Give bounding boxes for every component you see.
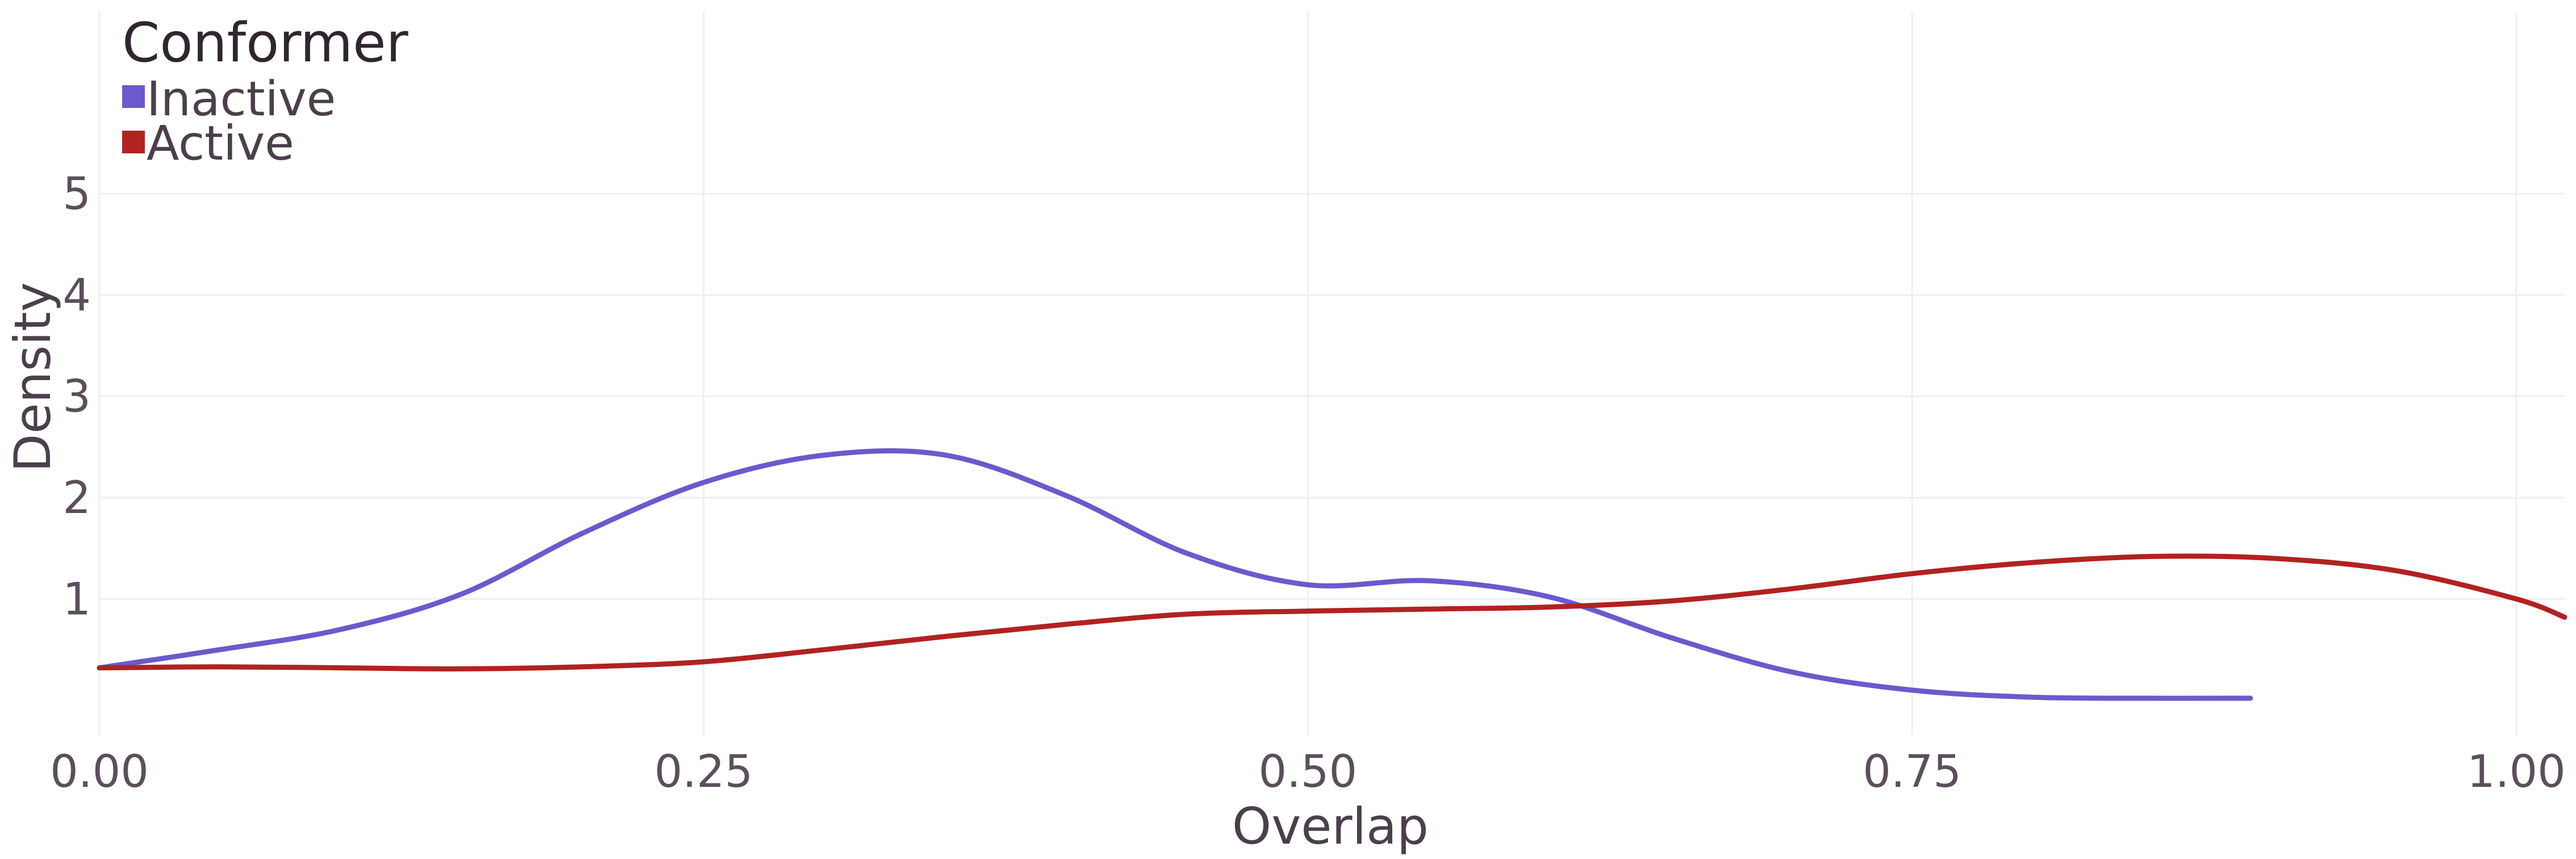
x-tick-label: 1.00: [2467, 747, 2566, 798]
legend-label-active: Active: [147, 115, 294, 171]
x-tick-label: 0.00: [50, 747, 149, 798]
y-tick-label: 4: [62, 270, 91, 321]
legend-swatch-active: [122, 131, 145, 153]
y-tick-label: 5: [62, 169, 91, 220]
tick-layer: 0.00 0.25 0.50 0.75 1.00 1 2 3 4 5: [50, 169, 2566, 798]
x-axis-title: Overlap: [1232, 797, 1429, 856]
legend-swatch-inactive: [122, 85, 145, 108]
series-line-inactive: [97, 448, 2253, 701]
series-layer: [97, 448, 2567, 701]
grid-layer: [98, 11, 2565, 736]
x-tick-label: 0.50: [1259, 747, 1358, 798]
x-tick-label: 0.75: [1863, 747, 1961, 798]
y-tick-label: 3: [62, 372, 91, 423]
legend-label-inactive: Inactive: [147, 71, 336, 127]
y-tick-label: 1: [62, 574, 91, 625]
series-line-active: [97, 553, 2567, 672]
x-tick-label: 0.25: [654, 747, 753, 798]
legend-title: Conformer: [122, 12, 409, 74]
y-tick-label: 2: [62, 473, 91, 524]
y-axis-title: Density: [3, 282, 62, 473]
legend: Conformer Inactive Active: [122, 12, 409, 171]
